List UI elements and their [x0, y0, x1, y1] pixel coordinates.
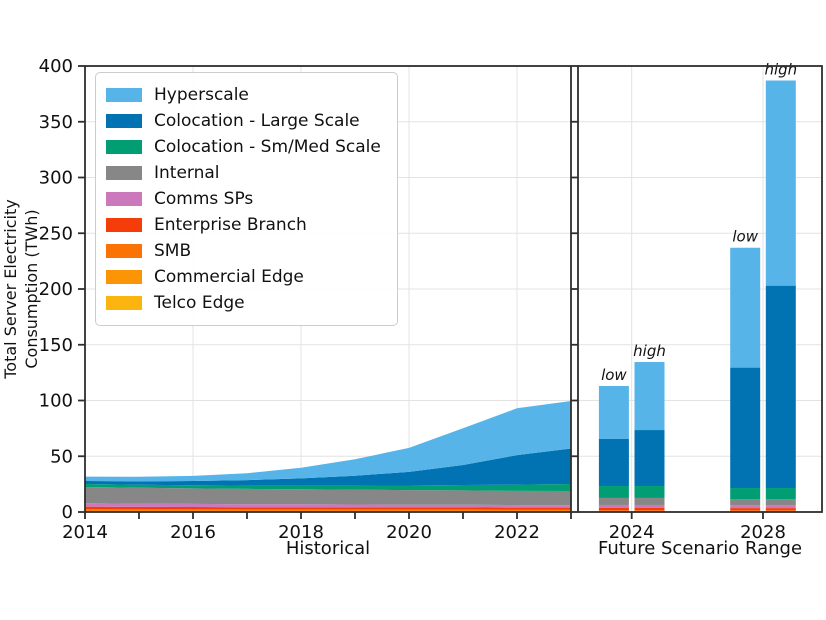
legend-label: SMB — [154, 241, 192, 261]
legend-item-internal: Internal — [106, 160, 381, 186]
y-tick-label: 400 — [39, 56, 73, 77]
area-series-hyperscale — [85, 401, 571, 482]
area-series-internal — [85, 487, 571, 506]
bar-segment-comms-sps — [730, 505, 761, 509]
area-series-colocation-large-scale — [85, 448, 571, 486]
legend-item-hyperscale: Hyperscale — [106, 82, 381, 108]
legend-swatch-smb — [106, 244, 142, 258]
y-tick-label: 350 — [39, 112, 73, 133]
bar-segment-colocation-large-scale — [634, 430, 665, 487]
x-tick-label: 2014 — [62, 522, 108, 543]
bar-segment-smb — [634, 510, 665, 511]
bar-segment-enterprise-branch — [598, 507, 629, 511]
panel-border — [84, 65, 572, 513]
bar-segment-hyperscale — [598, 386, 629, 439]
y-tick-label: 100 — [39, 391, 73, 412]
area-series-smb — [85, 509, 571, 511]
bar-segment-internal — [765, 499, 796, 506]
legend-item-telco-edge: Telco Edge — [106, 290, 381, 316]
legend-item-commercial-edge: Commercial Edge — [106, 264, 381, 290]
legend-swatch-telco-edge — [106, 296, 142, 310]
legend-item-colocation-sm-med-scale: Colocation - Sm/Med Scale — [106, 134, 381, 160]
bar-segment-enterprise-branch — [765, 508, 796, 511]
bar-segment-colocation-sm-med-scale — [765, 488, 796, 500]
bar-segment-hyperscale — [634, 362, 665, 431]
area-series-enterprise-branch — [85, 506, 571, 510]
legend: Hyperscale Colocation - Large Scale Coloca… — [95, 72, 398, 326]
legend-label: Commercial Edge — [154, 267, 304, 287]
legend-swatch-comms-sps — [106, 192, 142, 206]
bar-segment-comms-sps — [765, 505, 796, 509]
bar-segment-comms-sps — [598, 504, 629, 508]
y-tick-label: 250 — [39, 223, 73, 244]
bar-annotation-2024-high: high — [633, 342, 666, 360]
area-series-comms-sps — [85, 503, 571, 508]
panel-border — [577, 65, 823, 513]
bar-segment-comms-sps — [634, 504, 665, 508]
y-axis-label-line1: Total Server Electricity — [1, 199, 21, 379]
bar-segment-enterprise-branch — [730, 508, 761, 511]
legend-label: Comms SPs — [154, 189, 254, 209]
bar-segment-colocation-sm-med-scale — [598, 486, 629, 498]
y-tick-label: 0 — [62, 502, 73, 523]
legend-swatch-commercial-edge — [106, 270, 142, 284]
legend-label: Colocation - Large Scale — [154, 111, 360, 131]
bar-segment-colocation-sm-med-scale — [730, 488, 761, 500]
legend-label: Enterprise Branch — [154, 215, 307, 235]
legend-item-enterprise-branch: Enterprise Branch — [106, 212, 381, 238]
x-tick-label: 2024 — [609, 522, 655, 543]
bar-segment-smb — [598, 510, 629, 511]
bar-segment-internal — [730, 499, 761, 506]
legend-label: Internal — [154, 163, 220, 183]
x-tick-label: 2020 — [386, 522, 432, 543]
bar-annotation-2028-high: high — [764, 60, 797, 78]
bar-segment-colocation-large-scale — [765, 285, 796, 489]
y-tick-label: 300 — [39, 168, 73, 189]
x-axis-label-historical: Historical — [285, 538, 371, 559]
bar-segment-internal — [634, 497, 665, 505]
legend-label: Telco Edge — [154, 293, 245, 313]
y-axis-label-line2: Consumption (TWh) — [22, 209, 41, 369]
legend-swatch-internal — [106, 166, 142, 180]
bar-segment-smb — [765, 510, 796, 511]
legend-swatch-colocation-sm-med-scale — [106, 140, 142, 154]
y-tick-label: 200 — [39, 279, 73, 300]
bar-segment-smb — [730, 510, 761, 511]
y-tick-label: 150 — [39, 335, 73, 356]
bar-segment-colocation-large-scale — [598, 438, 629, 487]
legend-label: Hyperscale — [154, 85, 249, 105]
x-axis-label-future-scenario-range: Future Scenario Range — [597, 538, 803, 559]
x-tick-label: 2028 — [740, 522, 786, 543]
bar-segment-hyperscale — [730, 247, 761, 368]
legend-label: Colocation - Sm/Med Scale — [154, 137, 381, 157]
bar-segment-colocation-large-scale — [730, 367, 761, 489]
bar-segment-colocation-sm-med-scale — [634, 486, 665, 498]
x-tick-label: 2016 — [170, 522, 216, 543]
legend-item-colocation-large-scale: Colocation - Large Scale — [106, 108, 381, 134]
legend-swatch-hyperscale — [106, 88, 142, 102]
area-series-colocation-sm-med-scale — [85, 484, 571, 492]
legend-swatch-colocation-large-scale — [106, 114, 142, 128]
bar-segment-internal — [598, 497, 629, 505]
y-axis-label-text: Total Server Electricity Consumption (TW… — [1, 119, 43, 459]
x-tick-label: 2022 — [494, 522, 540, 543]
legend-item-comms-sps: Comms SPs — [106, 186, 381, 212]
bar-annotation-2028-low: low — [732, 228, 758, 246]
y-tick-label: 50 — [50, 446, 73, 467]
bar-segment-hyperscale — [765, 80, 796, 286]
bar-segment-enterprise-branch — [634, 507, 665, 511]
legend-item-smb: SMB — [106, 238, 381, 264]
x-tick-label: 2018 — [278, 522, 324, 543]
legend-swatch-enterprise-branch — [106, 218, 142, 232]
bar-annotation-2024-low: low — [601, 366, 627, 384]
